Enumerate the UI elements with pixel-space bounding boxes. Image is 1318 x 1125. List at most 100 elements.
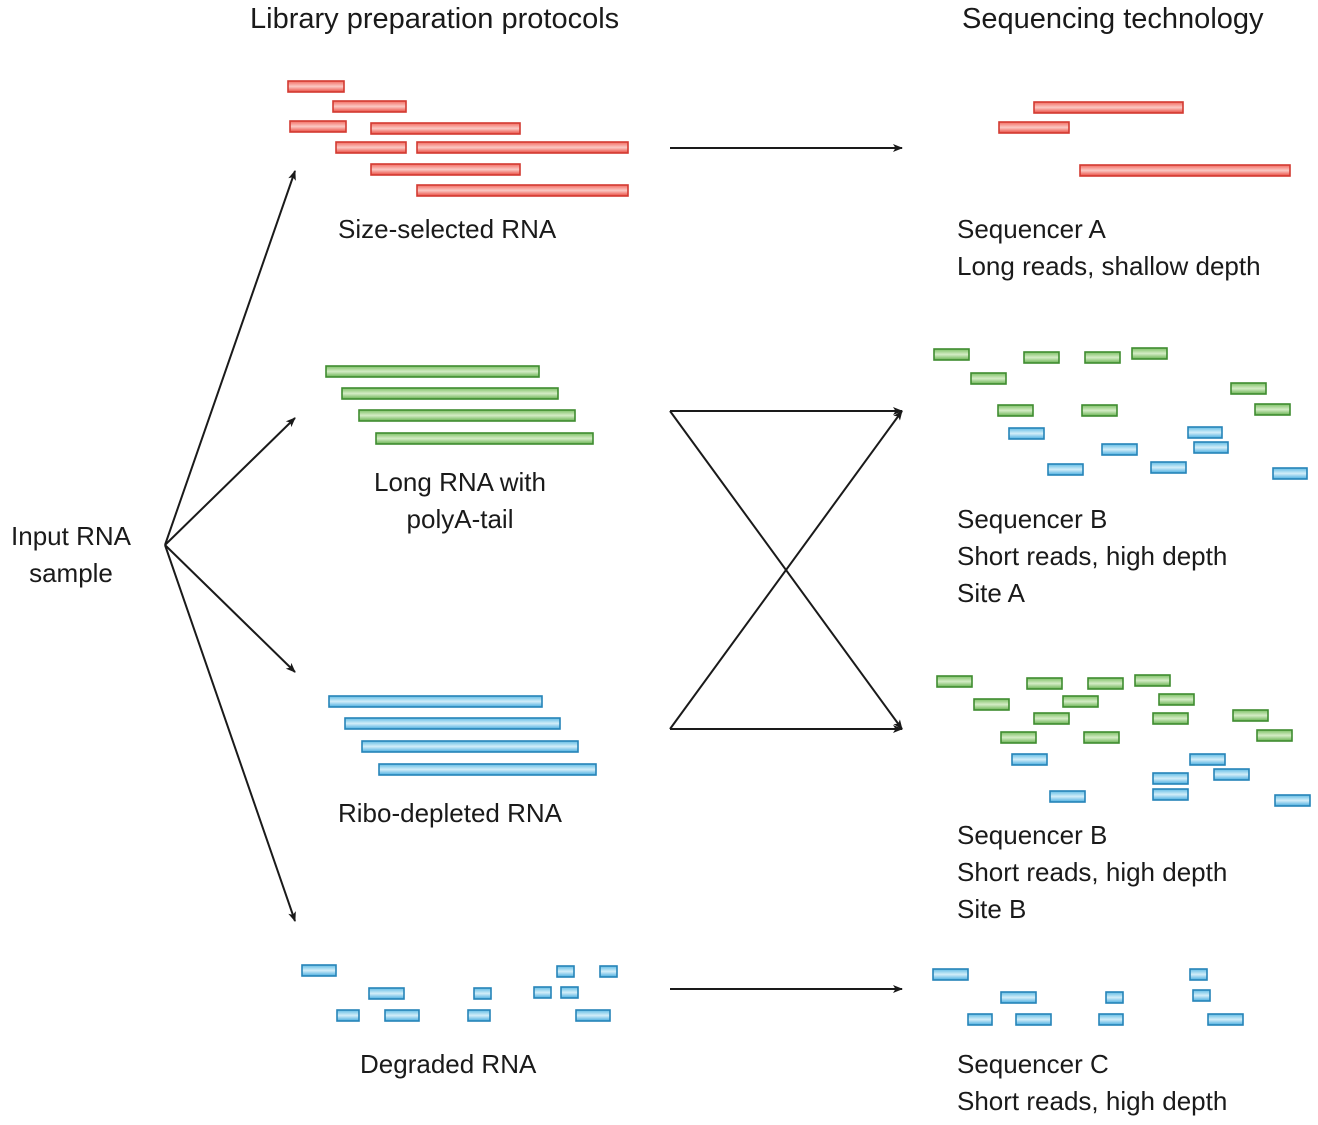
rna-fragment: [336, 1009, 360, 1022]
sequencing-read: [1256, 729, 1293, 742]
sequencer-c-reads: [932, 968, 1244, 1026]
sequencing-arrows: [669, 144, 903, 993]
long-polya-rna-label: Long RNA with polyA-tail: [332, 464, 588, 538]
rna-fragment: [325, 365, 540, 378]
rna-fragment: [473, 987, 492, 1000]
sequencing-read: [1026, 677, 1063, 690]
sequencer-a-label: Sequencer A Long reads, shallow depth: [957, 211, 1261, 285]
sequencing-read: [1150, 461, 1187, 474]
sequencing-read: [1105, 991, 1124, 1004]
sequencing-read: [1000, 731, 1037, 744]
sequencing-read: [997, 404, 1034, 417]
rna-fragment: [301, 964, 337, 977]
arrow-to-ribo-depleted: [164, 544, 296, 673]
sequencing-read: [936, 675, 973, 688]
long-polya-rna-fragments: [325, 365, 594, 445]
rna-fragment: [533, 986, 552, 999]
sequencing-read: [1015, 1013, 1052, 1026]
size-selected-rna-label: Size-selected RNA: [338, 214, 557, 244]
sequencing-read: [998, 121, 1070, 134]
rna-fragment: [328, 695, 543, 708]
rna-fragment: [287, 80, 345, 93]
library-preparation-header: Library preparation protocols: [250, 3, 620, 35]
sequencer-b-site-a-name: Sequencer B: [957, 504, 1108, 534]
sequencer-b-site-b-green-reads: [936, 674, 1293, 744]
arrow-to-size-selected: [164, 170, 296, 546]
sequencing-read: [1272, 467, 1308, 480]
arrow-to-long-polya: [164, 417, 296, 546]
sequencing-read: [1033, 712, 1070, 725]
sequencing-read: [1152, 788, 1189, 801]
sequencer-b-site-b-name: Sequencer B: [957, 820, 1108, 850]
sequencing-read: [1023, 351, 1060, 364]
sequencing-read: [1087, 677, 1124, 690]
degraded-rna-label: Degraded RNA: [360, 1049, 537, 1079]
input-label-line1: Input RNA: [11, 521, 131, 551]
sequencer-a-reads: [998, 101, 1291, 177]
rna-fragment: [556, 965, 575, 978]
sequencing-read: [1081, 404, 1118, 417]
rna-fragment: [332, 100, 407, 113]
degraded-rna-fragments: [301, 964, 618, 1022]
input-arrows: [164, 170, 296, 922]
rna-fragment: [384, 1009, 420, 1022]
sequencing-read: [1101, 443, 1138, 456]
sequencer-b-site-b-blue-reads: [1011, 753, 1311, 807]
rna-fragment: [378, 763, 597, 776]
sequencer-b-site-a-green-reads: [933, 347, 1291, 417]
rna-fragment: [289, 120, 347, 133]
sequencer-b-site-b-desc: Short reads, high depth: [957, 857, 1228, 887]
sequencing-read: [1193, 441, 1229, 454]
sequencing-read: [1008, 427, 1045, 440]
long-polya-label-line1: Long RNA with: [374, 467, 546, 497]
sequencer-a-desc: Long reads, shallow depth: [957, 251, 1261, 281]
rna-fragment: [375, 432, 594, 445]
rna-fragment: [368, 987, 405, 1000]
sequencing-read: [1230, 382, 1267, 395]
sequencing-read: [1011, 753, 1048, 766]
rna-fragment: [344, 717, 561, 730]
sequencer-c-label: Sequencer C Short reads, high depth: [957, 1046, 1227, 1120]
arrow-ribo-depleted-to-sequencer-b-site-a: [669, 410, 903, 730]
sequencing-read: [1134, 674, 1171, 687]
sequencing-read: [1207, 1013, 1244, 1026]
rna-fragment: [575, 1009, 611, 1022]
rna-fragment: [599, 965, 618, 978]
sequencing-read: [1083, 731, 1120, 744]
sequencing-read: [1047, 463, 1084, 476]
sequencing-read: [1187, 426, 1223, 439]
sequencer-c-desc: Short reads, high depth: [957, 1086, 1228, 1116]
ribo-depleted-rna-label: Ribo-depleted RNA: [338, 798, 563, 828]
sequencing-read: [1213, 768, 1250, 781]
rna-fragment: [370, 163, 521, 176]
sequencing-read: [1062, 695, 1099, 708]
sequencing-read: [1192, 989, 1211, 1002]
sequencing-read: [1152, 772, 1189, 785]
sequencing-read: [970, 372, 1007, 385]
sequencer-b-site-a-desc: Short reads, high depth: [957, 541, 1228, 571]
sequencing-read: [1098, 1013, 1124, 1026]
rna-fragment: [467, 1009, 491, 1022]
rna-fragment: [361, 740, 579, 753]
sequencing-read: [1079, 164, 1291, 177]
sequencing-read: [1232, 709, 1269, 722]
rna-fragment: [341, 387, 559, 400]
sequencer-b-site-a-blue-reads: [1008, 426, 1308, 480]
sequencing-read: [973, 698, 1010, 711]
sequencing-read: [967, 1013, 993, 1026]
sequencing-read: [932, 968, 969, 981]
input-label-line2: sample: [29, 558, 113, 588]
sequencing-read: [1033, 101, 1184, 114]
sequencing-read: [1274, 794, 1311, 807]
sequencing-read: [1189, 753, 1226, 766]
rna-fragment: [560, 986, 579, 999]
sequencer-b-site-a-label: Sequencer B Short reads, high depth Site…: [957, 501, 1227, 612]
rna-fragment: [335, 141, 407, 154]
sequencer-c-name: Sequencer C: [957, 1049, 1109, 1079]
sequencing-read: [1131, 347, 1168, 360]
ribo-depleted-rna-fragments: [328, 695, 597, 776]
sequencer-a-name: Sequencer A: [957, 214, 1106, 244]
sequencing-read: [1049, 790, 1086, 803]
arrow-to-degraded: [164, 544, 296, 922]
